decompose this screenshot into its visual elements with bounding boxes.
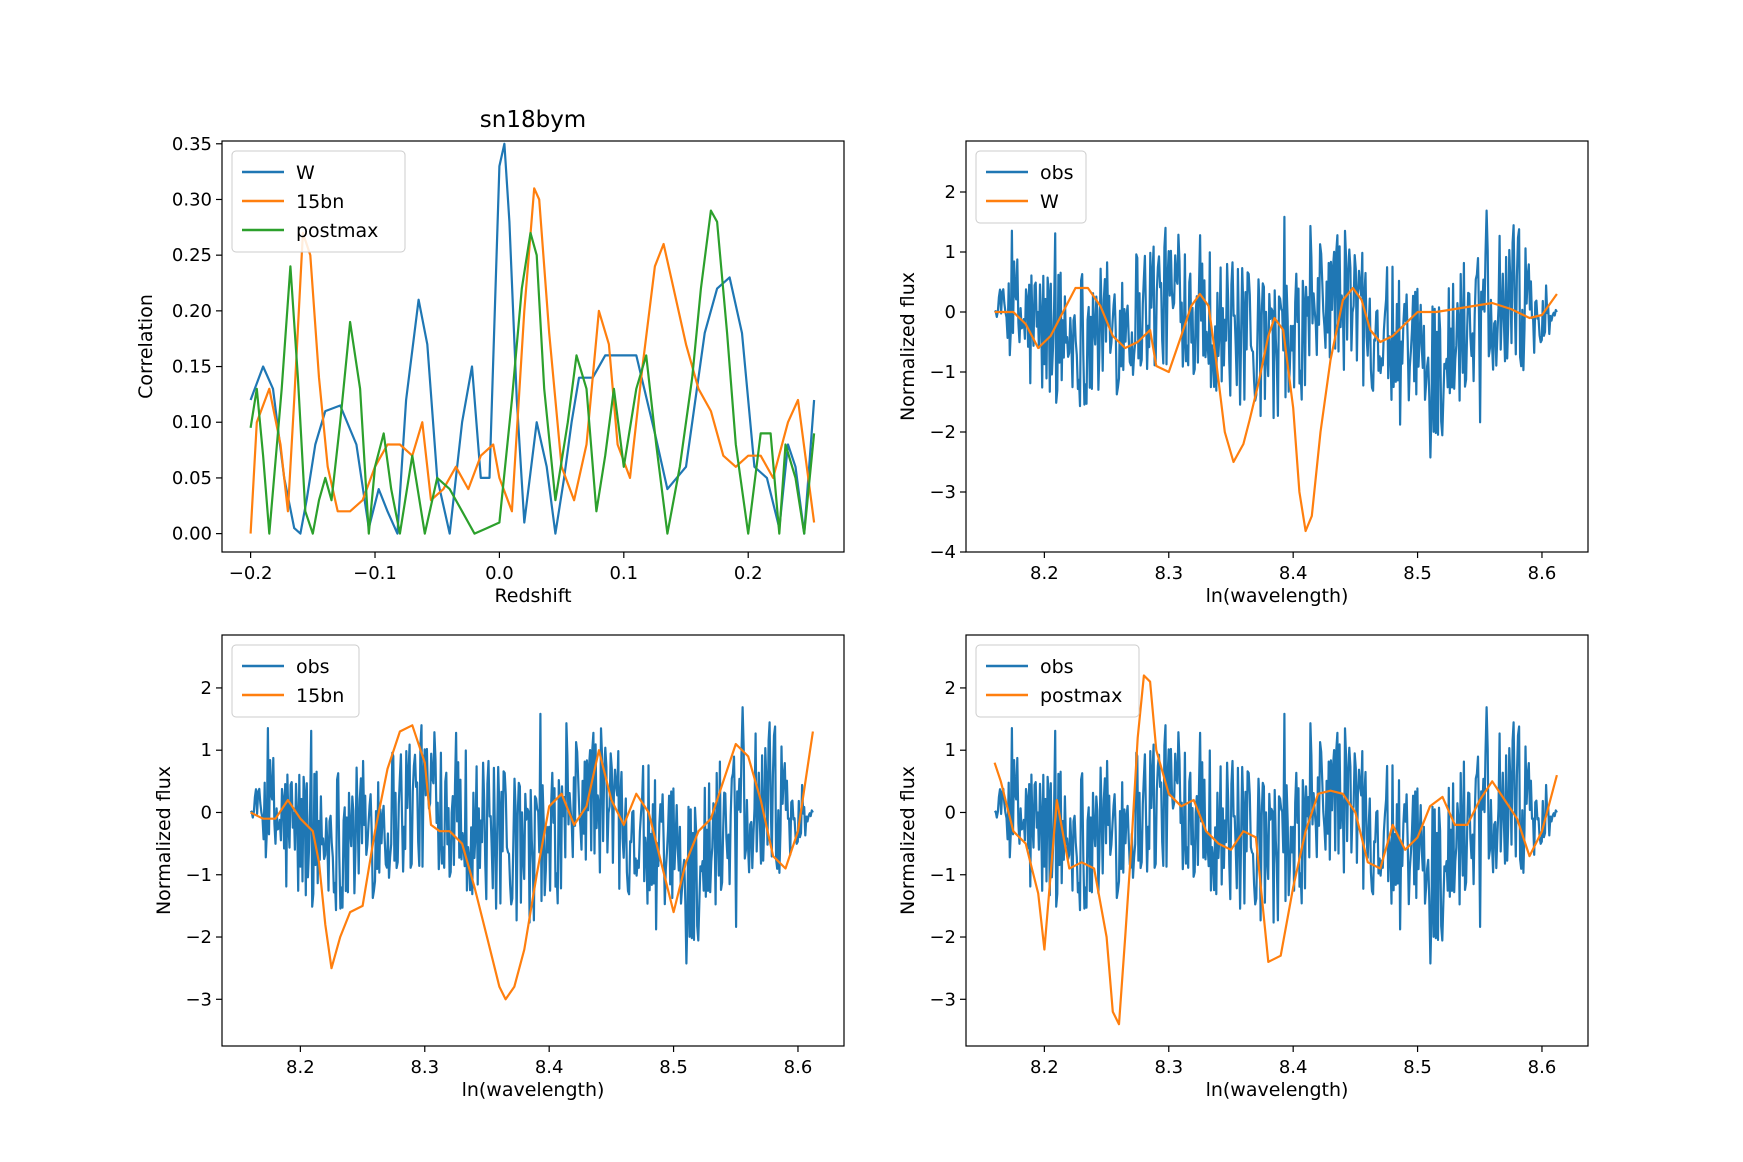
y-tick-label: 1 (201, 740, 212, 761)
plot-area (249, 142, 816, 535)
y-tick-label: 2 (201, 678, 212, 699)
series-w-line (994, 286, 1558, 533)
y-tick-label: 0.30 (172, 189, 212, 210)
x-tick-label: 8.3 (1154, 1057, 1183, 1078)
y-tick-label: −1 (929, 865, 956, 886)
legend-label-obs: obs (1040, 162, 1074, 184)
y-tick-label: 2 (945, 678, 956, 699)
y-tick-label: −3 (929, 989, 956, 1010)
x-tick-label: 8.5 (659, 1057, 688, 1078)
y-axis-label: Normalized flux (897, 272, 919, 421)
y-tick-label: −2 (929, 927, 956, 948)
legend-label-postmax: postmax (1040, 685, 1122, 707)
legend-label-w: W (296, 162, 315, 184)
y-axis-label: Normalized flux (897, 766, 919, 915)
legend-label-obs: obs (1040, 656, 1074, 678)
spectrum-plot-postmax: 8.2 8.3 8.4 8.5 8.6 −3 −2 −1 0 1 2 ln(wavelength) No… (897, 634, 1589, 1101)
x-tick-label: 8.6 (1528, 563, 1557, 584)
legend: obs postmax (975, 644, 1140, 718)
legend: W 15bn postmax (231, 150, 406, 253)
y-tick-label: 1 (945, 740, 956, 761)
legend: obs W (975, 150, 1087, 224)
x-axis-label: ln(wavelength) (1206, 1079, 1349, 1101)
legend-label-obs: obs (296, 656, 330, 678)
legend-label-15bn: 15bn (296, 685, 344, 707)
y-tick-label: −1 (929, 362, 956, 383)
y-axis-label: Normalized flux (153, 766, 175, 915)
y-tick-label: −1 (185, 865, 212, 886)
series-15bn-line (249, 187, 816, 534)
series-w-line (249, 142, 816, 535)
x-tick-label: 8.4 (1279, 1057, 1308, 1078)
y-tick-label: −2 (185, 927, 212, 948)
y-tick-label: −3 (929, 482, 956, 503)
x-axis-label: Redshift (494, 585, 571, 607)
legend: obs 15bn (231, 644, 360, 718)
y-tick-label: 0.10 (172, 412, 212, 433)
plot-area (249, 706, 814, 1001)
x-tick-label: 8.2 (1030, 563, 1059, 584)
y-tick-label: 0.15 (172, 357, 212, 378)
axes-frame (965, 140, 1589, 553)
legend-box (231, 644, 360, 718)
figure-title: sn18bym (480, 107, 586, 133)
y-tick-label: 0 (201, 802, 212, 823)
y-tick-label: 1 (945, 242, 956, 263)
legend-label-w: W (1040, 191, 1059, 213)
x-tick-label: 8.5 (1403, 1057, 1432, 1078)
spectrum-plot-w: 8.2 8.3 8.4 8.5 8.6 −4 −3 −2 −1 0 1 2 ln(wavelength)… (897, 140, 1589, 607)
x-axis-label: ln(wavelength) (1206, 585, 1349, 607)
axes-frame (965, 634, 1589, 1047)
y-tick-label: 2 (945, 182, 956, 203)
x-tick-label: 8.3 (1154, 563, 1183, 584)
axes-frame (221, 634, 845, 1047)
x-tick-label: 8.3 (410, 1057, 439, 1078)
y-axis-label: Correlation (135, 294, 157, 399)
series-15bn-line (250, 724, 814, 1001)
y-tick-label: 0.00 (172, 524, 212, 545)
correlation-plot: −0.2 −0.1 0.0 0.1 0.2 0.00 0.05 0.10 0.15 0.20 0.2… (135, 134, 845, 607)
x-tick-label: 8.6 (784, 1057, 813, 1078)
series-postmax-line (993, 674, 1558, 1026)
series-postmax-line (249, 209, 816, 535)
legend-box (975, 150, 1087, 224)
x-tick-label: −0.2 (229, 563, 273, 584)
y-tick-label: 0.35 (172, 134, 212, 155)
y-tick-label: 0.05 (172, 468, 212, 489)
y-tick-label: −4 (929, 542, 956, 563)
x-axis-label: ln(wavelength) (462, 1079, 605, 1101)
legend-box (231, 150, 406, 253)
x-tick-label: 0.1 (609, 563, 638, 584)
y-tick-label: 0.20 (172, 301, 212, 322)
legend-label-15bn: 15bn (296, 191, 344, 213)
x-tick-label: 8.4 (1279, 563, 1308, 584)
y-tick-label: −3 (185, 989, 212, 1010)
legend-label-postmax: postmax (296, 220, 378, 242)
series-obs-line (993, 209, 1558, 459)
x-tick-label: 8.2 (286, 1057, 315, 1078)
axes-frame (221, 140, 845, 553)
x-tick-label: 8.4 (535, 1057, 564, 1078)
plot-area (993, 674, 1558, 1026)
legend-box (975, 644, 1140, 718)
x-tick-label: −0.1 (353, 563, 397, 584)
y-tick-label: 0.25 (172, 245, 212, 266)
y-tick-label: 0 (945, 302, 956, 323)
series-obs-line (249, 706, 814, 965)
y-tick-label: −2 (929, 422, 956, 443)
x-tick-label: 8.6 (1528, 1057, 1557, 1078)
x-tick-label: 8.2 (1030, 1057, 1059, 1078)
x-tick-label: 8.5 (1403, 563, 1432, 584)
series-obs-line (993, 706, 1558, 965)
spectrum-plot-15bn: 8.2 8.3 8.4 8.5 8.6 −3 −2 −1 0 1 2 ln(wavelength) No… (153, 634, 845, 1101)
x-tick-label: 0.2 (734, 563, 763, 584)
plot-area (993, 209, 1558, 533)
y-tick-label: 0 (945, 802, 956, 823)
x-tick-label: 0.0 (485, 563, 514, 584)
